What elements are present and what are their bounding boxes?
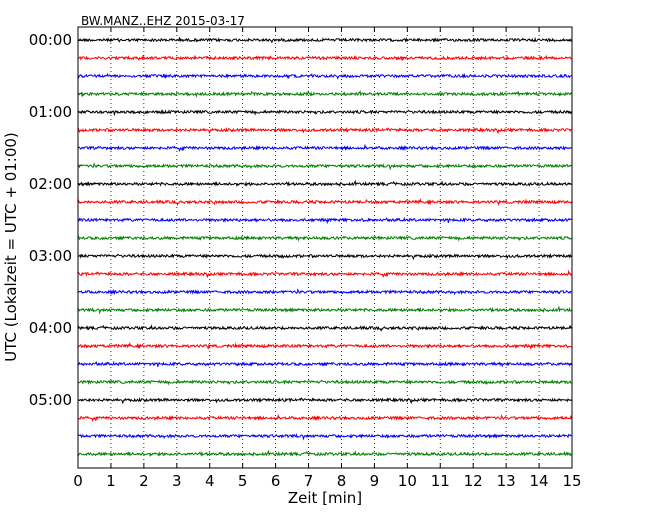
seismogram-trace	[77, 305, 572, 315]
seismogram-trace	[77, 269, 572, 279]
y-tick-label: 03:00	[29, 247, 72, 265]
seismogram-trace	[77, 323, 572, 333]
y-tick-labels: 00:00 01:00 02:00 03:00 04:00 05:00	[29, 31, 72, 409]
seismogram-trace	[77, 396, 572, 405]
seismogram-trace	[77, 126, 572, 135]
x-tick-label: 7	[304, 472, 314, 490]
x-tick-label: 12	[464, 472, 483, 490]
x-tick-label: 11	[431, 472, 450, 490]
y-tick-label: 01:00	[29, 103, 72, 121]
grid-lines	[110, 27, 540, 468]
seismogram-trace	[77, 360, 572, 368]
seismogram-trace	[77, 433, 572, 441]
x-tick-label: 13	[497, 472, 516, 490]
x-tick-label: 4	[205, 472, 215, 490]
y-tick-label: 04:00	[29, 319, 72, 337]
x-tick-labels: 0 1 2 3 4 5 6 7 8 9 10 11 12 13 14 15	[73, 472, 581, 490]
seismogram-trace	[77, 449, 572, 458]
seismogram-trace	[77, 413, 572, 422]
y-tick-label: 00:00	[29, 31, 72, 49]
x-tick-label: 9	[370, 472, 380, 490]
seismogram-trace	[77, 234, 572, 242]
x-tick-label: 5	[238, 472, 248, 490]
x-tick-label: 10	[398, 472, 417, 490]
seismogram-trace	[77, 109, 572, 117]
seismogram-trace	[77, 379, 572, 386]
axis-ticks	[77, 27, 573, 468]
seismogram-trace	[77, 341, 572, 351]
x-tick-label: 15	[562, 472, 581, 490]
seismogram-trace	[77, 288, 572, 296]
seismogram-trace	[77, 143, 572, 152]
seismogram-trace	[77, 197, 572, 207]
seismogram-trace	[77, 54, 572, 62]
x-tick-label: 14	[530, 472, 549, 490]
seismogram-trace	[77, 72, 572, 80]
seismogram-trace	[77, 216, 572, 225]
plot-frame	[77, 26, 573, 469]
seismogram-trace	[77, 36, 572, 44]
chart-title: BW.MANZ..EHZ 2015-03-17	[81, 14, 245, 28]
x-tick-label: 8	[337, 472, 347, 490]
seismogram-trace	[77, 179, 572, 188]
y-tick-label: 05:00	[29, 391, 72, 409]
seismogram-trace	[77, 89, 572, 98]
seismogram-trace	[77, 162, 572, 171]
seismogram-trace	[77, 252, 572, 261]
y-axis-label: UTC (Lokalzeit = UTC + 01:00)	[2, 132, 20, 362]
x-tick-label: 1	[106, 472, 116, 490]
x-axis-label: Zeit [min]	[288, 489, 362, 507]
x-tick-label: 3	[172, 472, 182, 490]
x-tick-label: 2	[139, 472, 149, 490]
x-tick-label: 0	[73, 472, 83, 490]
trace-group	[77, 36, 572, 458]
y-tick-label: 02:00	[29, 175, 72, 193]
x-tick-label: 6	[271, 472, 281, 490]
